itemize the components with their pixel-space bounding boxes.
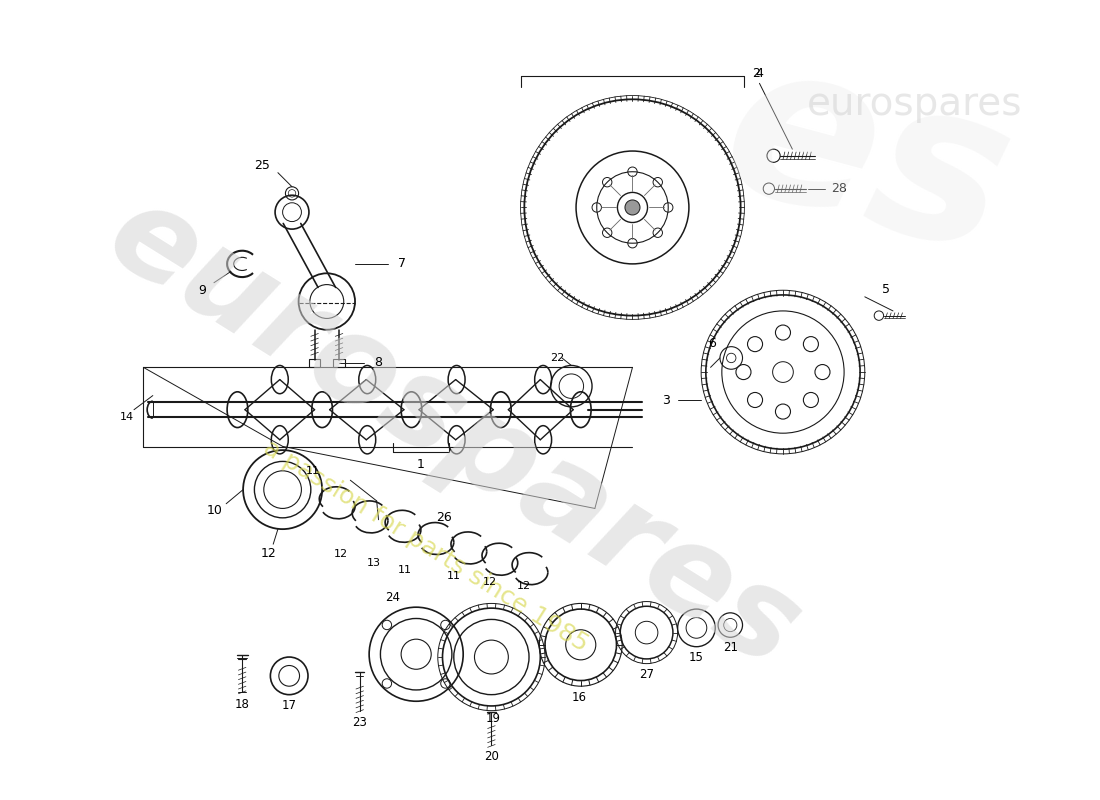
- Text: 25: 25: [254, 158, 270, 172]
- Text: 13: 13: [366, 558, 381, 568]
- Text: 11: 11: [306, 466, 320, 476]
- Text: 8: 8: [374, 356, 383, 369]
- Text: 28: 28: [832, 182, 847, 195]
- Text: 2: 2: [751, 67, 760, 81]
- Text: 20: 20: [484, 750, 498, 763]
- Text: 11: 11: [398, 565, 411, 574]
- Circle shape: [625, 200, 640, 215]
- Text: 12: 12: [483, 577, 496, 586]
- Text: 19: 19: [486, 712, 500, 725]
- Text: 21: 21: [723, 641, 738, 654]
- Text: 12: 12: [261, 547, 276, 560]
- Text: 11: 11: [447, 571, 461, 581]
- Text: 24: 24: [385, 591, 400, 604]
- Text: 7: 7: [398, 258, 406, 270]
- Text: 1: 1: [417, 458, 425, 470]
- Text: 12: 12: [334, 549, 348, 558]
- Text: 6: 6: [708, 338, 716, 350]
- Text: 4: 4: [756, 67, 763, 81]
- Text: es: es: [703, 21, 1032, 301]
- Text: 15: 15: [689, 651, 704, 665]
- Text: 12: 12: [517, 581, 531, 590]
- Text: 23: 23: [352, 716, 367, 730]
- Text: 5: 5: [882, 282, 890, 296]
- Text: eurospares: eurospares: [807, 85, 1022, 123]
- Text: 9: 9: [199, 284, 207, 297]
- Text: 10: 10: [207, 504, 223, 517]
- Text: 22: 22: [550, 353, 564, 363]
- Text: 26: 26: [437, 511, 452, 524]
- Text: 14: 14: [120, 412, 133, 422]
- Text: eurospares: eurospares: [87, 173, 821, 694]
- Text: 17: 17: [282, 699, 297, 713]
- Text: 3: 3: [662, 394, 670, 406]
- Text: 18: 18: [234, 698, 250, 710]
- Text: 27: 27: [639, 669, 654, 682]
- Text: 16: 16: [571, 691, 586, 704]
- Text: a passion for parts since 1985: a passion for parts since 1985: [258, 436, 592, 657]
